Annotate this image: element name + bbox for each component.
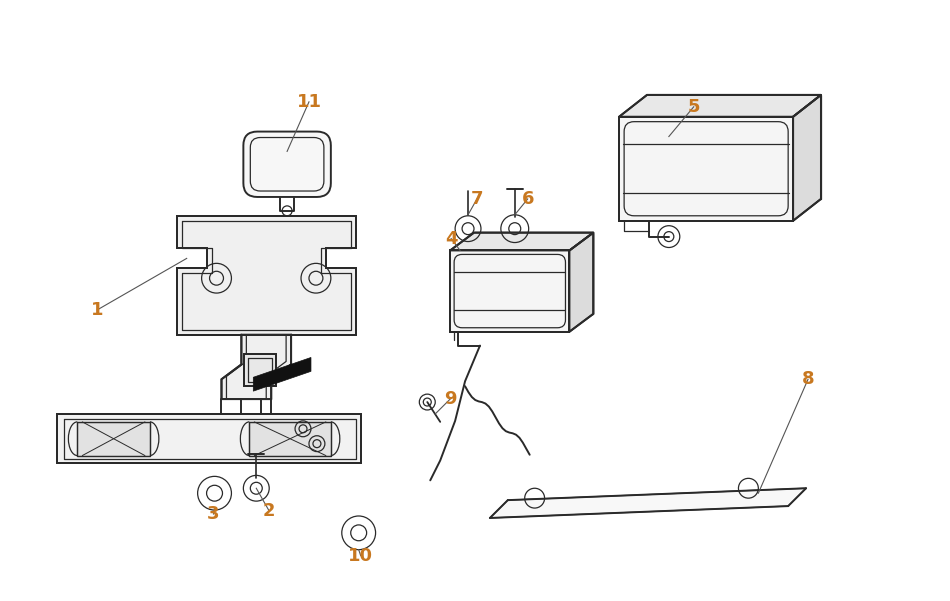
Polygon shape (793, 95, 821, 221)
Text: 7: 7 (471, 190, 484, 208)
Text: 2: 2 (263, 502, 276, 520)
Polygon shape (450, 233, 594, 251)
Text: 5: 5 (688, 98, 700, 116)
Text: 11: 11 (296, 93, 321, 111)
FancyBboxPatch shape (243, 132, 331, 197)
Polygon shape (254, 358, 311, 391)
Polygon shape (490, 488, 806, 518)
Text: 4: 4 (445, 230, 457, 248)
Text: 9: 9 (444, 390, 456, 408)
Text: 3: 3 (207, 505, 219, 523)
Polygon shape (249, 422, 331, 456)
Polygon shape (77, 422, 150, 456)
Polygon shape (450, 251, 569, 332)
Text: 10: 10 (348, 547, 373, 564)
Text: 1: 1 (91, 301, 104, 319)
Polygon shape (647, 95, 821, 199)
Polygon shape (474, 233, 594, 314)
Polygon shape (619, 95, 821, 117)
Polygon shape (57, 414, 361, 463)
Text: 8: 8 (802, 370, 814, 388)
Polygon shape (244, 355, 276, 386)
Text: 6: 6 (522, 190, 534, 208)
Polygon shape (569, 233, 594, 332)
Polygon shape (221, 335, 291, 399)
Polygon shape (177, 216, 355, 335)
Polygon shape (619, 117, 793, 221)
